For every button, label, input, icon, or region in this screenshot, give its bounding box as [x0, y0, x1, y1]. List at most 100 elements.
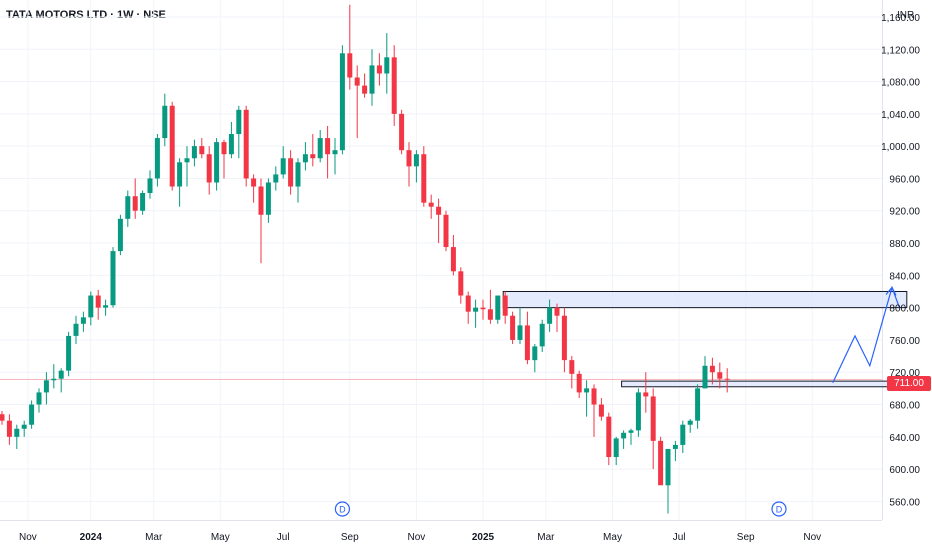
candle-body: [621, 432, 627, 439]
candle-body: [169, 105, 175, 187]
candle-body: [436, 206, 442, 215]
candle: [687, 419, 693, 433]
candle: [569, 356, 575, 389]
candle: [384, 33, 390, 94]
candle-body: [635, 392, 641, 431]
candle-body: [554, 307, 560, 316]
time-tick-label: Sep: [341, 532, 359, 543]
candle-body: [473, 307, 479, 312]
candle-body: [510, 315, 516, 340]
candle: [154, 134, 160, 187]
candle: [643, 372, 649, 413]
candle-body: [443, 214, 449, 248]
candle: [532, 343, 538, 373]
candle: [613, 436, 619, 466]
time-tick-label: Nov: [19, 532, 37, 543]
candle: [14, 424, 20, 449]
price-tick-label: 760.00: [889, 336, 920, 347]
candle-body: [628, 430, 634, 433]
candle-body: [465, 295, 471, 312]
candle-body: [421, 154, 427, 203]
candle-body: [591, 388, 597, 405]
candle-body: [73, 323, 79, 336]
candle: [0, 410, 5, 425]
candle-body: [487, 309, 493, 320]
candle: [280, 146, 286, 179]
candle: [88, 291, 94, 326]
candle: [376, 53, 382, 86]
candle-body: [80, 317, 86, 324]
candle-body: [665, 448, 671, 486]
candle: [680, 420, 686, 453]
candle-body: [680, 424, 686, 445]
candle-body: [532, 346, 538, 361]
candle-body: [539, 323, 545, 347]
currency-label: INR: [897, 10, 915, 21]
candle-body: [6, 420, 12, 437]
candle: [524, 311, 530, 365]
candle: [169, 101, 175, 191]
candle-body: [709, 365, 715, 373]
candle-body: [643, 392, 649, 397]
candle: [658, 436, 664, 486]
candle-body: [66, 335, 72, 371]
candle: [347, 4, 353, 90]
candle: [288, 150, 294, 195]
price-tick-label: 720.00: [889, 368, 920, 379]
candle: [650, 388, 656, 470]
time-tick-label: May: [211, 532, 230, 543]
price-zone-box: [502, 290, 908, 309]
time-tick-label: Nov: [803, 532, 821, 543]
dividend-marker[interactable]: D: [771, 501, 787, 517]
candle: [162, 93, 168, 147]
candle: [517, 307, 523, 344]
candle: [73, 315, 79, 344]
candle-body: [295, 162, 301, 187]
candle: [177, 158, 183, 207]
candle: [310, 134, 316, 167]
candle-body: [317, 138, 323, 159]
candle-body: [695, 388, 701, 421]
candle: [406, 142, 412, 187]
candle: [103, 299, 109, 316]
time-tick-label: 2024: [80, 532, 103, 543]
candle: [58, 368, 64, 393]
price-tick-label: 1,000.00: [881, 142, 920, 153]
candle-body: [162, 105, 168, 139]
candle: [66, 331, 72, 377]
candle: [487, 289, 493, 324]
candle: [184, 146, 190, 187]
candle: [465, 291, 471, 324]
price-tick-label: 1,120.00: [881, 45, 920, 56]
price-tick-label: 920.00: [889, 207, 920, 218]
candle-body: [132, 196, 138, 211]
candle: [436, 198, 442, 244]
candle-body: [399, 113, 405, 151]
candle: [125, 190, 131, 227]
candle-body: [524, 325, 530, 361]
projection-arrow: [832, 285, 900, 383]
dividend-marker[interactable]: D: [334, 501, 350, 517]
candle-body: [103, 305, 109, 308]
candle-body: [265, 182, 271, 215]
candle: [251, 174, 257, 203]
candle: [458, 267, 464, 304]
candle-body: [650, 396, 656, 441]
price-tick-label: 960.00: [889, 174, 920, 185]
candle-body: [21, 424, 27, 429]
candle: [443, 210, 449, 252]
candle-body: [288, 158, 294, 187]
price-tick-label: 640.00: [889, 433, 920, 444]
candle: [665, 448, 671, 514]
candle-body: [613, 438, 619, 458]
candle-body: [687, 420, 693, 425]
candle-body: [199, 146, 205, 155]
candle: [117, 214, 123, 256]
candle-body: [243, 109, 249, 179]
candle: [480, 299, 486, 320]
candle: [21, 420, 27, 437]
candle: [695, 384, 701, 429]
candle: [413, 150, 419, 183]
candle: [191, 139, 197, 167]
